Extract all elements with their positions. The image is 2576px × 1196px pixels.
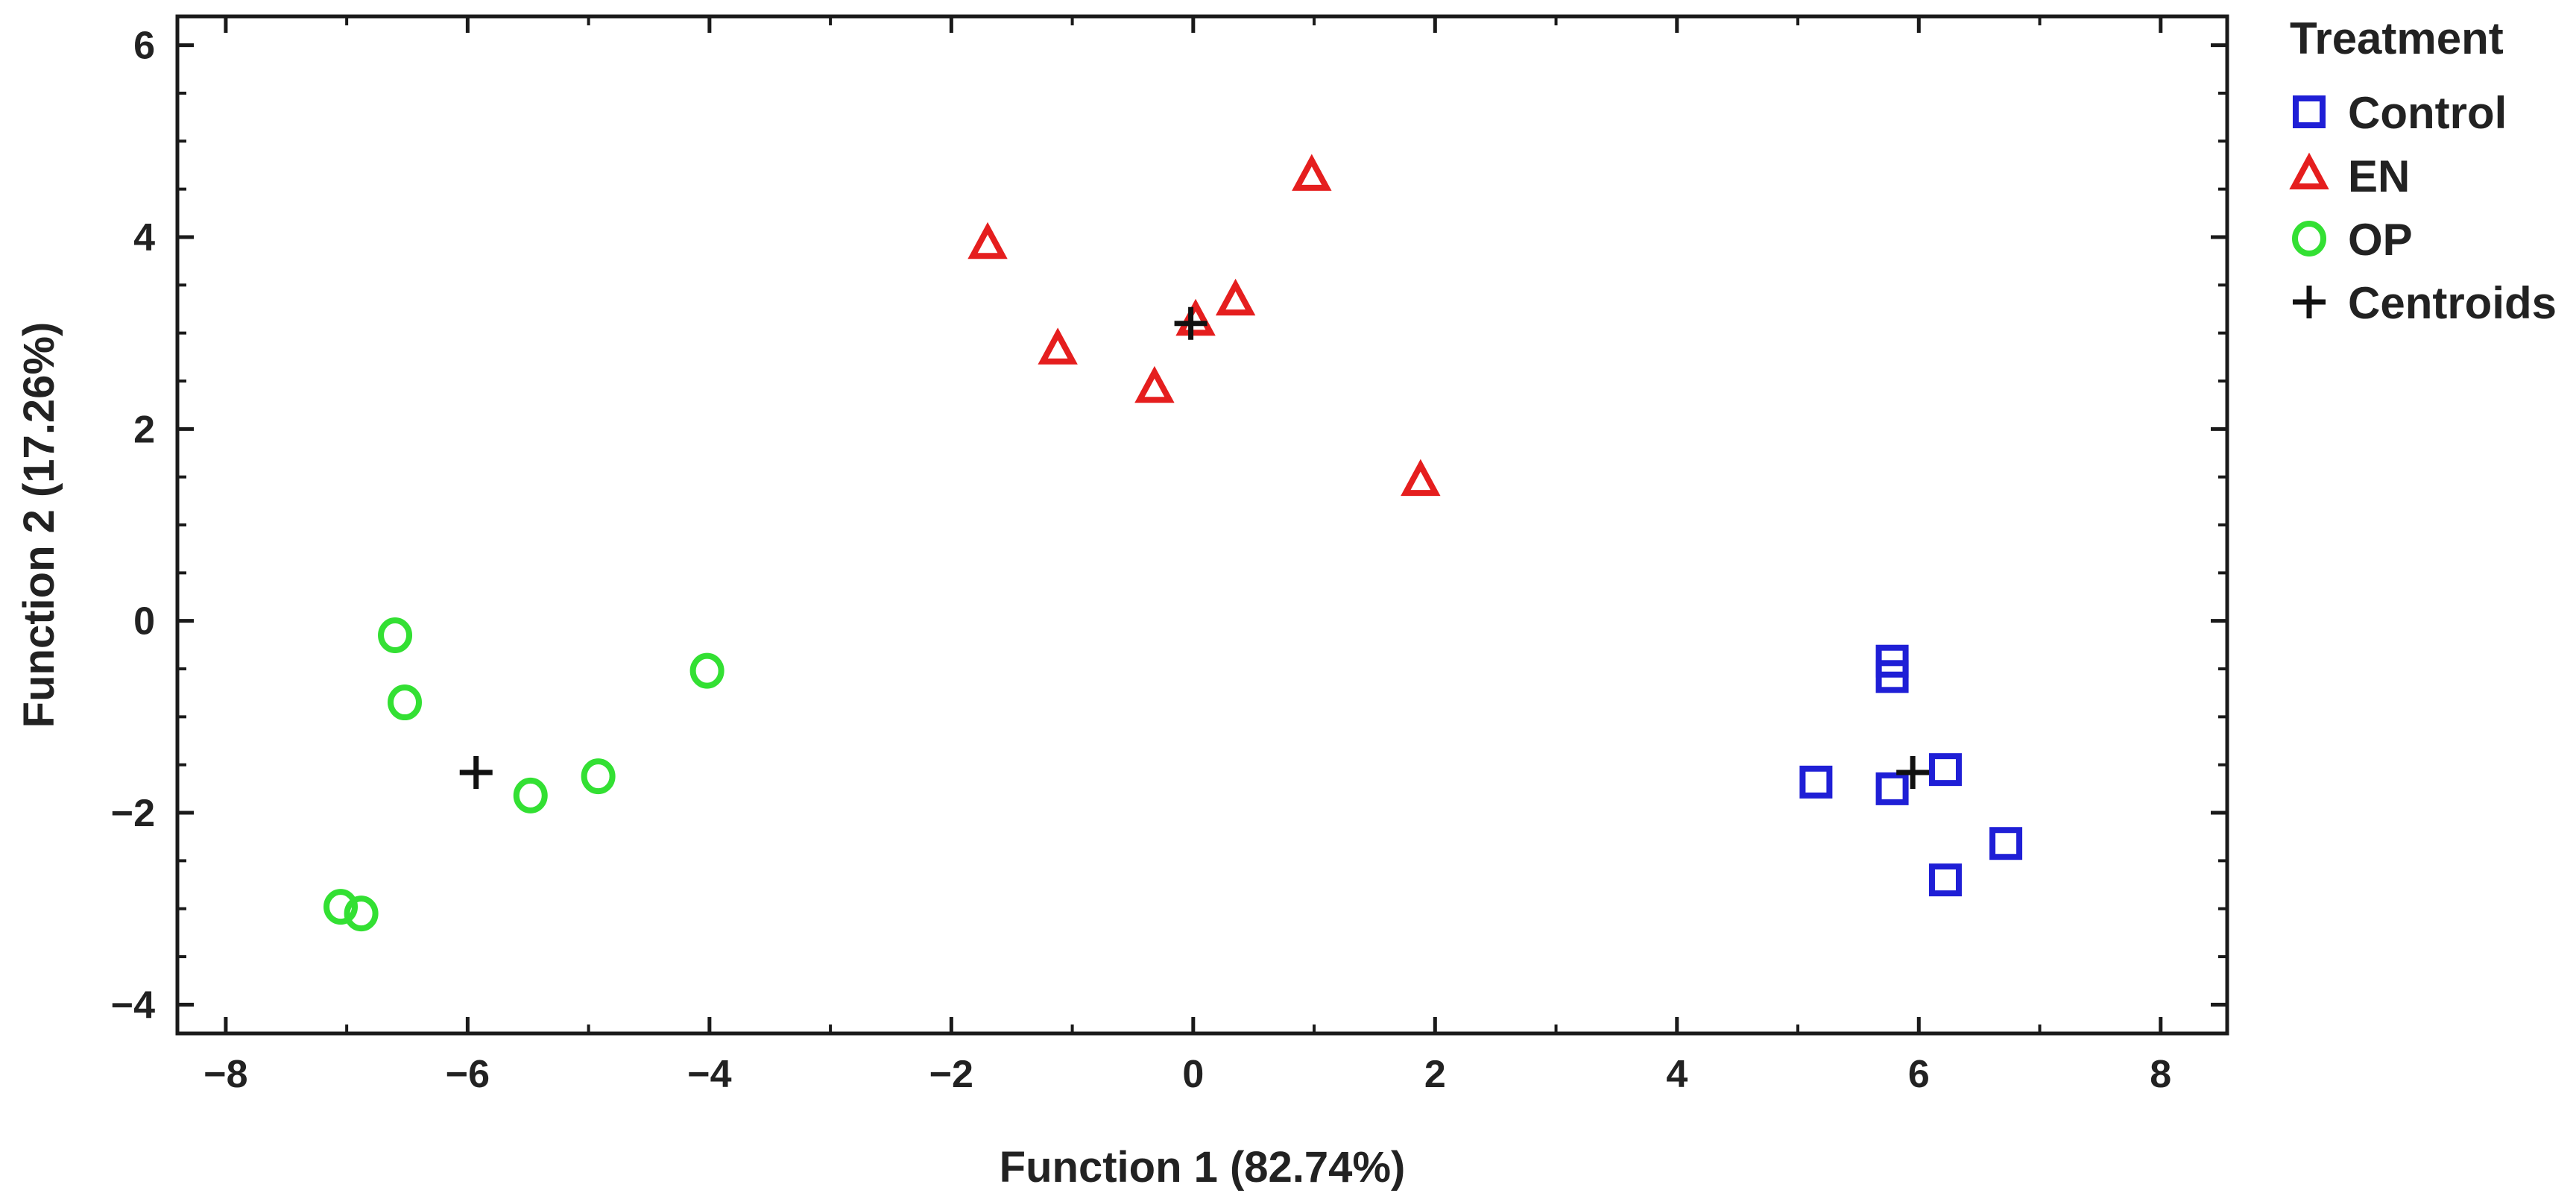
legend: Treatment Control EN OP Centroids <box>2289 13 2557 328</box>
series-op <box>323 617 724 932</box>
legend-marker-op <box>2292 221 2326 256</box>
point-en <box>1175 298 1216 336</box>
point-control <box>1799 765 1833 799</box>
point-en <box>1134 365 1175 403</box>
y-axis: −4 −2 0 2 4 6 <box>111 25 2227 1027</box>
y-tick-label: −4 <box>111 983 155 1027</box>
data-points <box>323 154 2023 932</box>
legend-marker-centroids <box>2293 286 2326 318</box>
point-en <box>1038 327 1078 365</box>
x-axis: −8 −6 −4 −2 0 2 4 6 8 <box>203 16 2171 1096</box>
y-tick-label: 2 <box>133 408 155 451</box>
point-control <box>1875 772 1909 805</box>
x-tick-label: 6 <box>1908 1053 1930 1096</box>
point-en <box>1292 154 1332 191</box>
point-control <box>1875 660 1909 693</box>
point-op <box>581 758 616 795</box>
series-centroids <box>459 306 1930 789</box>
legend-marker-en <box>2289 152 2329 189</box>
legend-item-op: OP <box>2292 215 2413 265</box>
series-control <box>1799 644 2023 897</box>
point-centroids <box>1174 306 1208 340</box>
legend-item-control: Control <box>2293 88 2507 138</box>
x-tick-label: −2 <box>929 1053 973 1096</box>
point-op <box>378 617 413 653</box>
x-tick-label: 8 <box>2150 1053 2171 1096</box>
point-centroids <box>459 755 493 789</box>
y-tick-label: 0 <box>133 600 155 643</box>
point-op <box>388 684 423 721</box>
legend-label: EN <box>2348 151 2410 201</box>
point-control <box>1928 863 1962 897</box>
x-tick-label: −6 <box>446 1053 490 1096</box>
series-en <box>967 154 1441 497</box>
x-tick-label: 2 <box>1424 1053 1446 1096</box>
point-centroids <box>1896 755 1930 789</box>
legend-item-centroids: Centroids <box>2293 278 2557 328</box>
y-tick-label: −2 <box>111 792 155 835</box>
point-control <box>1928 753 1962 787</box>
legend-label: Centroids <box>2348 278 2557 328</box>
legend-title: Treatment <box>2290 13 2504 63</box>
x-tick-label: 0 <box>1182 1053 1204 1096</box>
y-axis-title: Function 2 (17.26%) <box>15 322 63 728</box>
point-en <box>1401 459 1441 497</box>
x-tick-label: −4 <box>687 1053 731 1096</box>
legend-item-en: EN <box>2289 151 2410 201</box>
point-op <box>344 896 379 932</box>
y-tick-label: 6 <box>133 25 155 68</box>
point-op <box>689 652 724 689</box>
point-op <box>513 777 548 813</box>
y-tick-label: 4 <box>133 216 155 259</box>
x-axis-title: Function 1 (82.74%) <box>1000 1143 1406 1192</box>
point-en <box>1215 278 1256 316</box>
legend-label: Control <box>2348 88 2507 138</box>
x-tick-label: −8 <box>203 1053 247 1096</box>
point-en <box>967 221 1008 259</box>
point-op <box>323 889 359 925</box>
point-control <box>1989 827 2023 860</box>
legend-label: OP <box>2348 215 2413 265</box>
x-tick-label: 4 <box>1666 1053 1688 1096</box>
legend-marker-control <box>2293 95 2326 128</box>
